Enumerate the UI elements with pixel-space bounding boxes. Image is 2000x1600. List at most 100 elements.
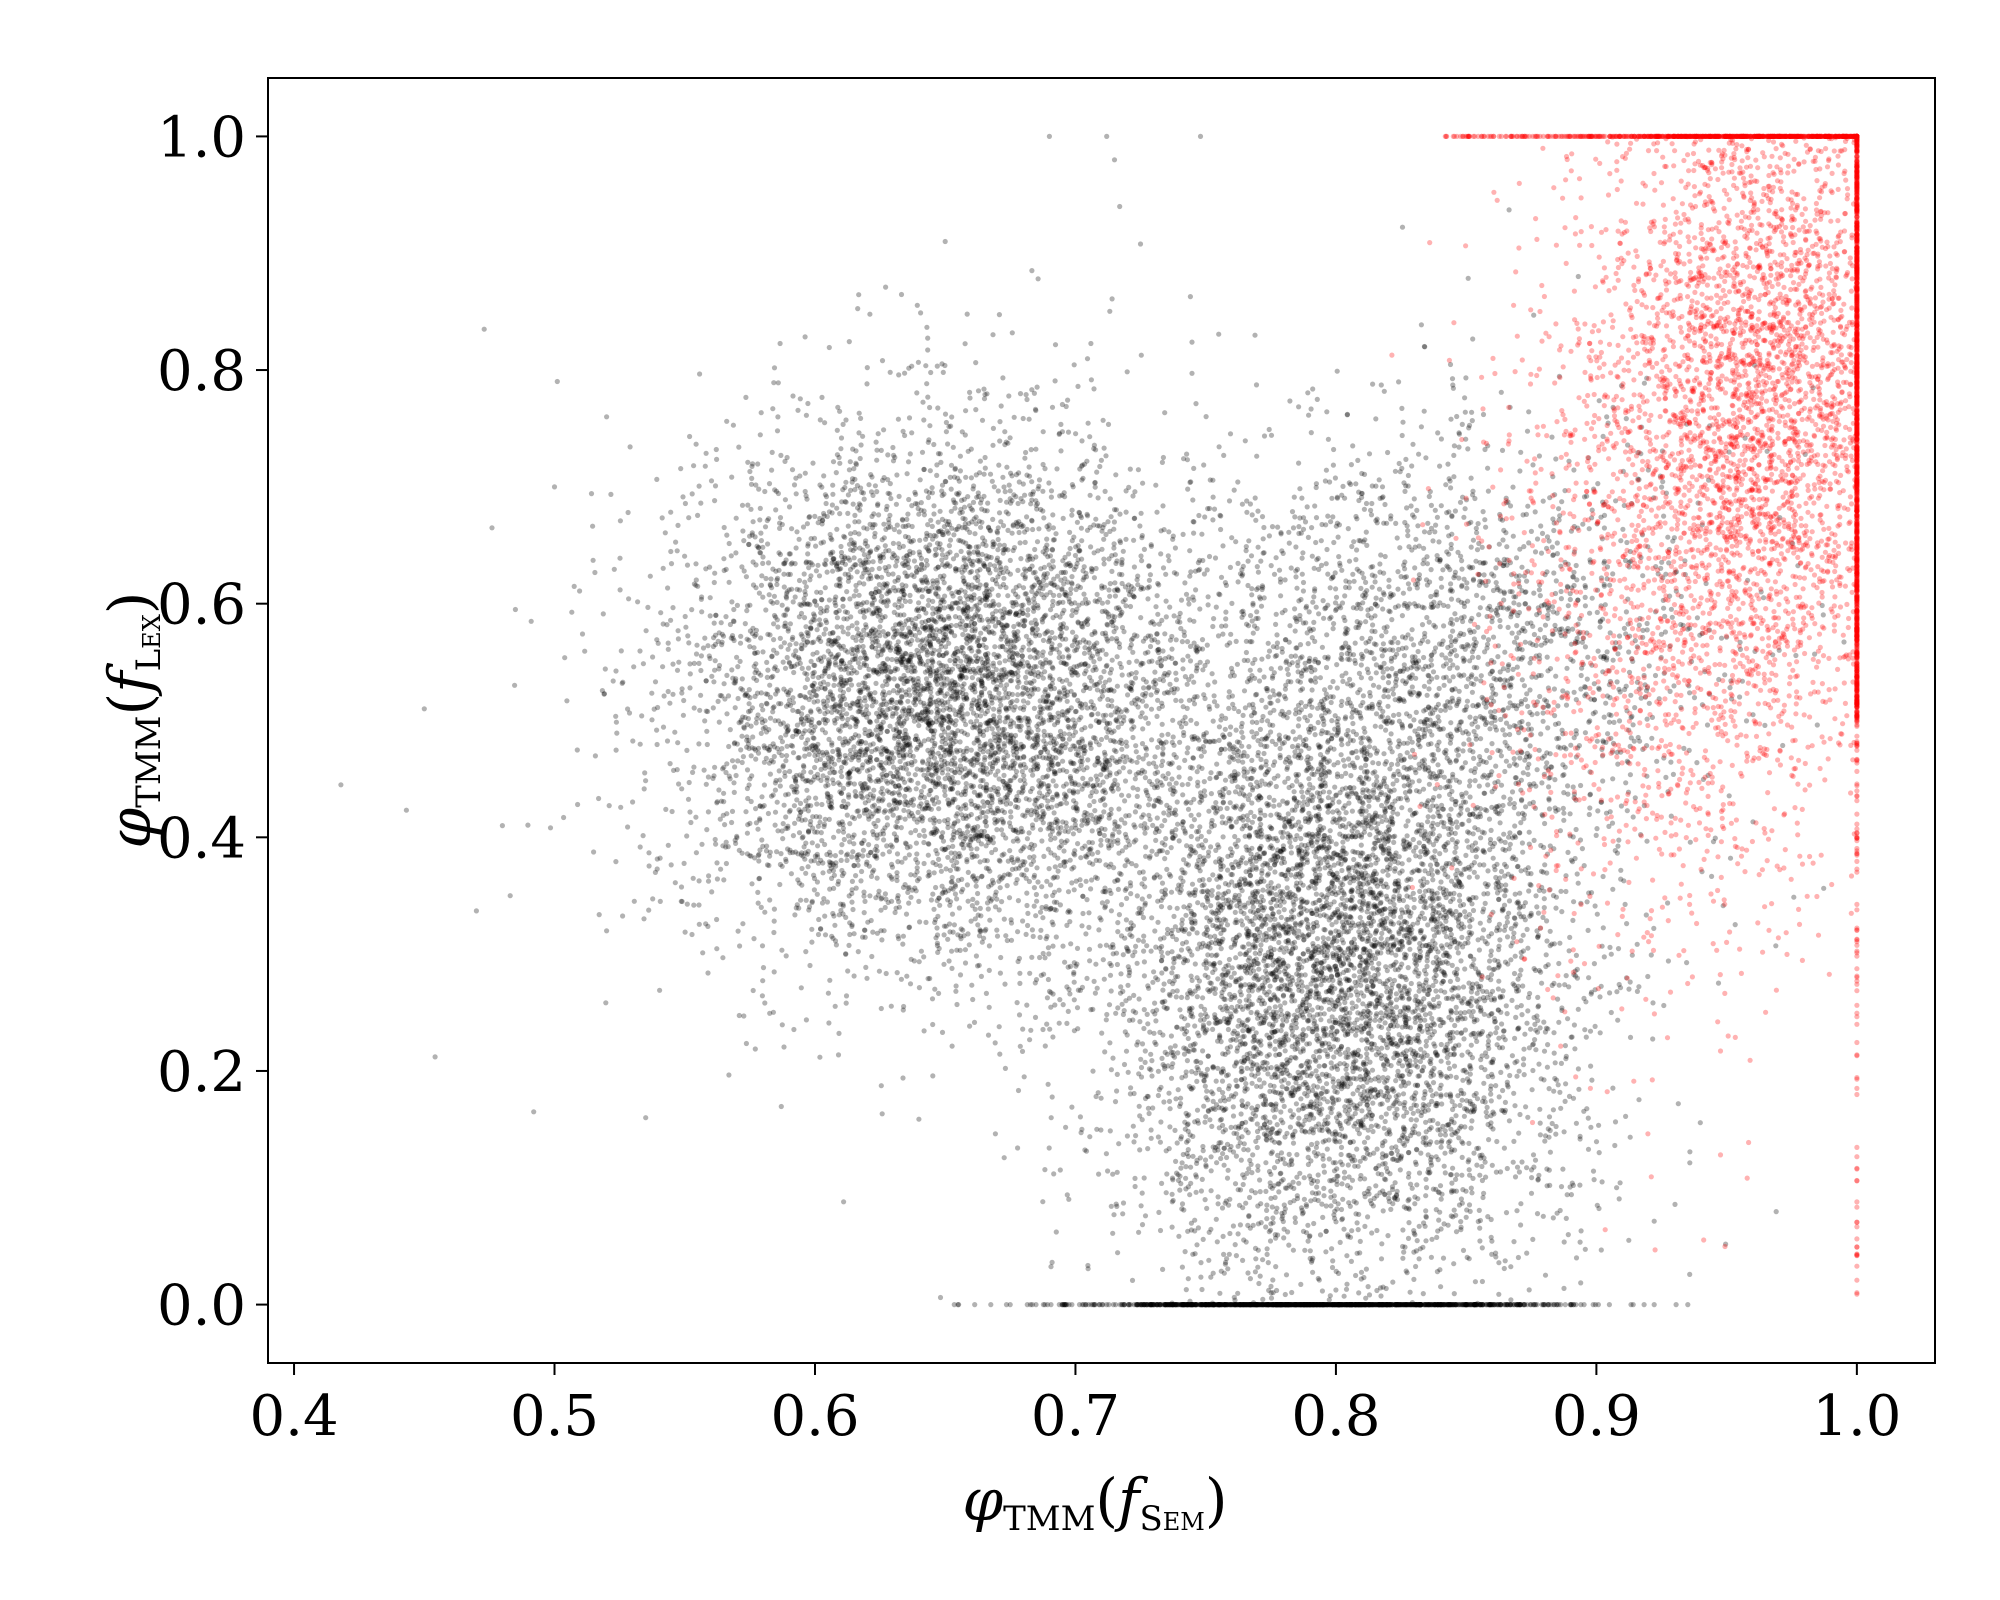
scatter-point bbox=[698, 667, 704, 674]
scatter-point bbox=[1026, 464, 1032, 470]
scatter-point bbox=[978, 761, 984, 767]
scatter-point bbox=[750, 987, 756, 994]
scatter-point bbox=[969, 675, 976, 681]
scatter-point bbox=[891, 790, 897, 796]
scatter-point bbox=[845, 510, 851, 516]
scatter-point bbox=[808, 658, 814, 665]
scatter-point bbox=[1229, 535, 1235, 541]
scatter-point bbox=[569, 609, 575, 615]
scatter-point bbox=[1325, 809, 1331, 815]
scatter-point bbox=[1209, 671, 1215, 677]
scatter-point bbox=[751, 936, 757, 942]
scatter-point bbox=[1114, 718, 1120, 724]
scatter-point bbox=[951, 532, 957, 538]
scatter-point bbox=[906, 924, 913, 930]
scatter-point bbox=[919, 449, 926, 455]
scatter-point bbox=[1073, 544, 1079, 550]
scatter-point bbox=[1061, 783, 1067, 789]
scatter-point bbox=[1077, 548, 1083, 554]
scatter-point bbox=[767, 771, 774, 777]
scatter-point bbox=[937, 606, 943, 612]
scatter-point bbox=[1034, 501, 1041, 507]
scatter-point bbox=[701, 767, 707, 773]
scatter-point bbox=[724, 711, 730, 717]
scatter-point bbox=[845, 775, 851, 781]
scatter-point bbox=[763, 607, 769, 613]
scatter-point bbox=[903, 523, 909, 530]
scatter-point bbox=[1052, 378, 1058, 384]
scatter-point bbox=[869, 474, 875, 480]
scatter-point bbox=[1017, 391, 1024, 397]
scatter-point bbox=[897, 799, 903, 805]
scatter-point bbox=[912, 665, 918, 671]
scatter-point bbox=[796, 708, 802, 715]
scatter-point bbox=[1032, 672, 1038, 678]
scatter-point bbox=[872, 690, 878, 696]
scatter-point bbox=[755, 712, 761, 718]
scatter-point bbox=[985, 668, 991, 675]
scatter-point bbox=[1000, 644, 1006, 650]
scatter-point bbox=[947, 682, 953, 688]
scatter-point bbox=[1007, 801, 1014, 807]
scatter-point bbox=[547, 825, 554, 831]
scatter-point bbox=[894, 683, 900, 689]
scatter-point bbox=[779, 521, 785, 528]
scatter-point bbox=[1227, 564, 1233, 571]
scatter-point bbox=[1163, 836, 1169, 842]
scatter-point bbox=[760, 965, 767, 971]
scatter-point bbox=[1055, 868, 1061, 874]
scatter-point bbox=[668, 509, 674, 515]
scatter-point bbox=[861, 614, 867, 620]
scatter-point bbox=[948, 486, 954, 492]
scatter-point bbox=[949, 1043, 955, 1049]
scatter-point bbox=[1071, 534, 1077, 540]
scatter-point bbox=[712, 570, 718, 576]
scatter-point bbox=[753, 585, 759, 591]
scatter-point bbox=[983, 644, 989, 651]
scatter-point bbox=[684, 562, 691, 568]
scatter-point bbox=[767, 682, 773, 688]
scatter-point bbox=[1047, 705, 1053, 711]
scatter-point bbox=[618, 648, 624, 654]
scatter-point bbox=[830, 935, 836, 941]
scatter-point bbox=[755, 900, 761, 906]
scatter-point bbox=[845, 631, 851, 637]
scatter-point bbox=[979, 874, 985, 880]
scatter-point bbox=[980, 769, 986, 775]
scatter-point bbox=[921, 839, 927, 846]
scatter-point bbox=[975, 912, 981, 918]
scatter-point bbox=[790, 599, 796, 605]
scatter-point bbox=[1049, 664, 1055, 670]
scatter-point bbox=[706, 873, 712, 879]
scatter-point bbox=[683, 624, 689, 630]
scatter-point bbox=[829, 510, 835, 516]
scatter-point bbox=[1069, 581, 1075, 587]
scatter-point bbox=[735, 695, 741, 702]
scatter-point bbox=[927, 404, 933, 411]
scatter-point bbox=[996, 709, 1002, 715]
scatter-point bbox=[982, 465, 988, 471]
scatter-point bbox=[928, 897, 935, 903]
scatter-point bbox=[970, 896, 976, 903]
scatter-point bbox=[1021, 777, 1027, 783]
scatter-point bbox=[816, 916, 822, 923]
scatter-point bbox=[1028, 841, 1034, 848]
scatter-point bbox=[935, 636, 941, 643]
scatter-point bbox=[1026, 416, 1032, 422]
scatter-point bbox=[946, 713, 952, 719]
scatter-point bbox=[936, 856, 942, 863]
scatter-point bbox=[974, 735, 980, 741]
scatter-point bbox=[945, 936, 951, 942]
scatter-point bbox=[949, 948, 955, 954]
scatter-point bbox=[1099, 762, 1106, 768]
scatter-point bbox=[930, 578, 936, 584]
scatter-point bbox=[927, 975, 933, 982]
scatter-point bbox=[1067, 919, 1073, 925]
scatter-point bbox=[1114, 709, 1120, 715]
scatter-point bbox=[818, 926, 824, 932]
scatter-point bbox=[803, 1017, 810, 1023]
scatter-point bbox=[975, 963, 981, 969]
scatter-point bbox=[1241, 688, 1248, 694]
scatter-point bbox=[1182, 757, 1188, 764]
scatter-point bbox=[665, 842, 671, 848]
